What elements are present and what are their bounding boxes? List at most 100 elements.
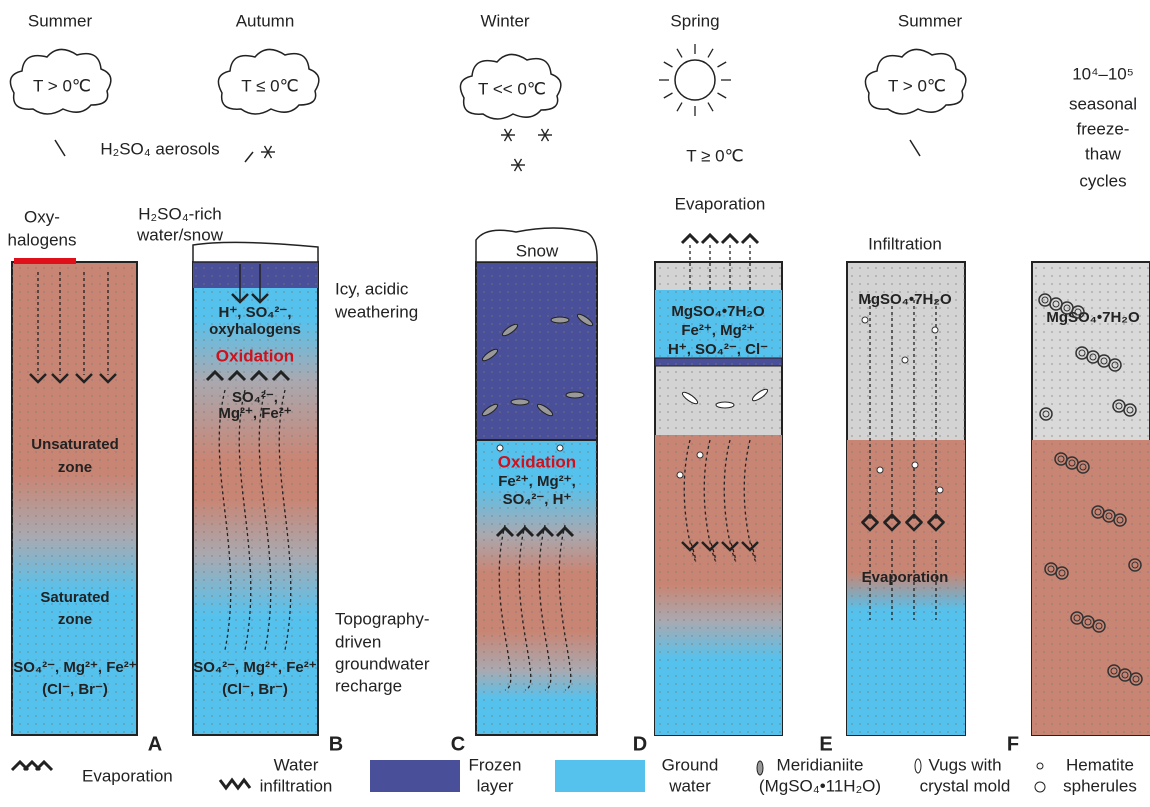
annotation: Infiltration (868, 234, 942, 253)
hematite (937, 487, 943, 493)
ion-label: (Cl⁻, Br⁻) (42, 681, 108, 698)
rain (55, 140, 65, 156)
annotation: Oxy- (24, 207, 60, 226)
texture (1032, 262, 1150, 735)
panel-letter: D (633, 733, 647, 755)
legend-label: water (668, 776, 711, 795)
evap-arrow (722, 235, 738, 243)
sun (675, 60, 715, 100)
hematite (697, 452, 703, 458)
cycles: seasonal (1069, 94, 1137, 113)
ion-label: SO₄²⁻, Mg²⁺, Fe²⁺ (13, 659, 136, 676)
panel-letter: C (451, 733, 465, 755)
legend-hematite (1037, 763, 1043, 769)
cycles: thaw (1085, 144, 1122, 163)
legend-water (555, 760, 645, 792)
annotation: Evaporation (675, 194, 766, 213)
sun-ray (708, 49, 713, 58)
sun-ray (708, 103, 713, 112)
rain (245, 152, 253, 162)
hematite (912, 462, 918, 468)
panel-letter: E (819, 733, 832, 755)
oxidation-label: Oxidation (216, 346, 294, 365)
legend-crystal (757, 761, 763, 775)
legend-label: spherules (1063, 776, 1137, 795)
legend-label: Hematite (1066, 755, 1134, 774)
temperature: T > 0℃ (888, 76, 946, 95)
season: Summer (28, 11, 93, 30)
zone-label: Saturated (40, 589, 109, 606)
legend-icon (220, 780, 250, 788)
annotation: driven (335, 632, 381, 651)
zone-label: zone (58, 459, 92, 476)
temperature: T > 0℃ (33, 76, 91, 95)
mineral-label: MgSO₄•7H₂O (858, 291, 952, 308)
zone-label: zone (58, 611, 92, 628)
sun-ray (718, 93, 727, 98)
mineral-label: MgSO₄•7H₂O (671, 303, 765, 320)
temperature: T ≤ 0℃ (241, 76, 298, 95)
temperature: T ≥ 0℃ (686, 146, 743, 165)
season: Spring (670, 11, 719, 30)
legend-label: (MgSO₄•11H₂O) (759, 776, 881, 795)
cycles: cycles (1079, 171, 1126, 190)
ion-label: SO₄²⁻, (232, 389, 278, 406)
season: Summer (898, 11, 963, 30)
ion-label: SO₄²⁻, Mg²⁺, Fe²⁺ (193, 659, 316, 676)
legend-frozen (370, 760, 460, 792)
legend-label: Evaporation (82, 766, 173, 785)
legend-label: Ground (662, 755, 719, 774)
ion-label: Mg²⁺, Fe²⁺ (218, 405, 291, 422)
cycles: freeze- (1077, 119, 1130, 138)
evap-arrow (36, 762, 52, 770)
temperature: T << 0℃ (478, 79, 546, 98)
annotation: Icy, acidic (335, 279, 409, 298)
oxidation-label: Oxidation (498, 452, 576, 471)
legend-label: Frozen (469, 755, 522, 774)
evaporation-label: Evaporation (862, 569, 949, 586)
legend-vug (915, 759, 921, 773)
evap-arrow (742, 235, 758, 243)
crystal (716, 402, 734, 408)
annotation: weathering (334, 302, 418, 321)
evap-arrow (682, 235, 698, 243)
sun-ray (677, 49, 682, 58)
crystal (551, 317, 569, 323)
annotation: water/snow (136, 225, 224, 244)
hematite (557, 445, 563, 451)
hematite (677, 472, 683, 478)
annotation: groundwater (335, 654, 430, 673)
panel-letter: A (148, 733, 162, 755)
legend-spherule (1035, 782, 1045, 792)
legend-label: layer (477, 776, 514, 795)
ion-label: H⁺, SO₄²⁻, (219, 304, 292, 321)
ion-label: Fe²⁺, Mg²⁺ (681, 322, 754, 339)
aerosols: H₂SO₄ aerosols (100, 139, 219, 158)
ion-label: SO₄²⁻, H⁺ (503, 491, 572, 508)
legend-label: Water (274, 755, 319, 774)
legend-label: Meridianiite (777, 755, 864, 774)
mineral-label: MgSO₄•7H₂O (1046, 309, 1140, 326)
legend-label: Vugs with (928, 755, 1001, 774)
cycles: 10⁴–10⁵ (1072, 64, 1134, 83)
hematite (497, 445, 503, 451)
snow-cap (193, 242, 318, 262)
evap-arrow (702, 235, 718, 243)
hematite (862, 317, 868, 323)
legend-label: infiltration (260, 776, 333, 795)
annotation: halogens (7, 230, 76, 249)
legend-label: crystal mold (920, 776, 1011, 795)
crystal (511, 399, 529, 405)
ion-label: oxyhalogens (209, 321, 301, 338)
annotation: Topography- (335, 609, 430, 628)
diagram: Summer Autumn Winter Spring Summer T > 0… (0, 0, 1150, 802)
hematite (932, 327, 938, 333)
hematite (877, 467, 883, 473)
sun-ray (664, 62, 673, 67)
zone-label: Unsaturated (31, 436, 119, 453)
season: Autumn (236, 11, 295, 30)
rain (910, 140, 920, 156)
sun-ray (718, 62, 727, 67)
ion-label: Fe²⁺, Mg²⁺, (498, 473, 576, 490)
ion-label: (Cl⁻, Br⁻) (222, 681, 288, 698)
